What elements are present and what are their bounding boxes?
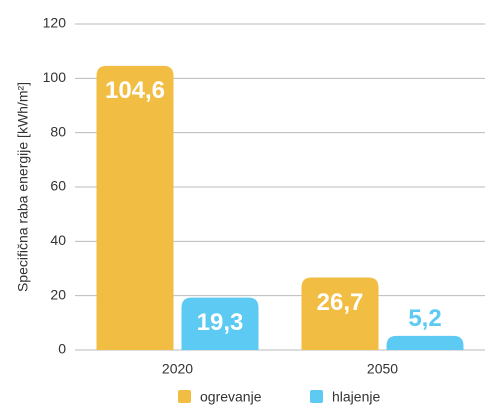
x-tick-label: 2050 [367,361,398,377]
y-tick-label: 20 [50,286,66,302]
bar [181,297,259,350]
y-tick-label: 100 [43,69,67,85]
y-tick-label: 60 [50,178,66,194]
value-label: 26,7 [317,289,364,316]
value-label: 5,2 [408,305,441,332]
y-axis-label: Specifična raba energije [kWh/m²] [15,82,31,292]
y-tick-label: 80 [50,123,66,139]
legend-swatch [178,390,191,403]
value-label: 104,6 [105,77,165,104]
legend-swatch [310,390,323,403]
x-tick-label: 2020 [162,361,193,377]
y-tick-label: 120 [43,15,67,31]
legend-label: ogrevanje [200,389,262,405]
legend-label: hlajenje [332,389,380,405]
value-label: 19,3 [197,309,244,336]
y-tick-label: 40 [50,232,66,248]
bar [96,65,174,350]
bar [301,277,379,350]
bar [386,335,464,350]
y-tick-label: 0 [58,341,66,357]
